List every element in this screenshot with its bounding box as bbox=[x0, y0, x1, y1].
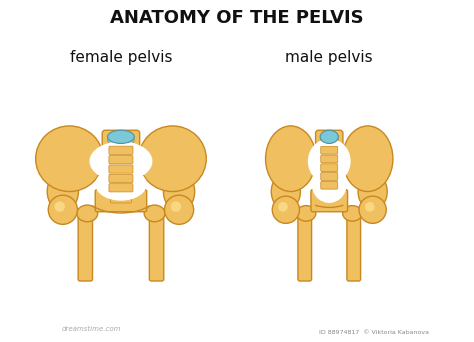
Text: ANATOMY OF THE PELVIS: ANATOMY OF THE PELVIS bbox=[110, 9, 364, 27]
Ellipse shape bbox=[265, 126, 316, 192]
Ellipse shape bbox=[144, 205, 165, 222]
Ellipse shape bbox=[271, 173, 301, 210]
FancyBboxPatch shape bbox=[109, 174, 133, 183]
FancyBboxPatch shape bbox=[298, 213, 311, 281]
FancyBboxPatch shape bbox=[109, 146, 133, 154]
Ellipse shape bbox=[358, 173, 387, 210]
Circle shape bbox=[164, 195, 194, 224]
Ellipse shape bbox=[343, 206, 362, 221]
Ellipse shape bbox=[308, 139, 351, 184]
Ellipse shape bbox=[36, 126, 103, 192]
Text: dreamstime.com: dreamstime.com bbox=[62, 326, 121, 332]
Ellipse shape bbox=[320, 130, 338, 144]
Ellipse shape bbox=[296, 206, 316, 221]
Text: male pelvis: male pelvis bbox=[285, 50, 373, 65]
FancyBboxPatch shape bbox=[95, 189, 146, 212]
Ellipse shape bbox=[312, 166, 347, 203]
FancyBboxPatch shape bbox=[78, 213, 92, 281]
Ellipse shape bbox=[95, 168, 147, 201]
FancyBboxPatch shape bbox=[321, 173, 337, 180]
FancyBboxPatch shape bbox=[321, 146, 337, 154]
FancyBboxPatch shape bbox=[110, 196, 131, 203]
FancyBboxPatch shape bbox=[347, 213, 361, 281]
FancyBboxPatch shape bbox=[109, 165, 133, 173]
FancyBboxPatch shape bbox=[322, 174, 337, 181]
Circle shape bbox=[359, 196, 386, 223]
Circle shape bbox=[48, 195, 77, 224]
Text: female pelvis: female pelvis bbox=[70, 50, 172, 65]
Ellipse shape bbox=[139, 126, 206, 192]
Ellipse shape bbox=[90, 141, 153, 181]
Ellipse shape bbox=[77, 205, 98, 222]
FancyBboxPatch shape bbox=[109, 184, 133, 192]
Circle shape bbox=[171, 201, 181, 212]
FancyBboxPatch shape bbox=[321, 155, 337, 163]
Ellipse shape bbox=[320, 134, 338, 146]
FancyBboxPatch shape bbox=[322, 181, 337, 188]
FancyBboxPatch shape bbox=[110, 188, 131, 196]
Circle shape bbox=[278, 202, 288, 212]
Text: ID 88974817  © Viktoria Kabanova: ID 88974817 © Viktoria Kabanova bbox=[319, 330, 429, 335]
FancyBboxPatch shape bbox=[109, 156, 133, 164]
Ellipse shape bbox=[108, 130, 134, 144]
Circle shape bbox=[365, 202, 374, 212]
Ellipse shape bbox=[343, 126, 393, 192]
FancyBboxPatch shape bbox=[102, 130, 140, 176]
FancyBboxPatch shape bbox=[322, 188, 337, 195]
FancyBboxPatch shape bbox=[316, 130, 343, 176]
Ellipse shape bbox=[164, 172, 195, 211]
FancyBboxPatch shape bbox=[110, 174, 131, 181]
FancyBboxPatch shape bbox=[322, 195, 337, 201]
FancyBboxPatch shape bbox=[321, 181, 337, 189]
FancyBboxPatch shape bbox=[321, 164, 337, 172]
Ellipse shape bbox=[108, 134, 134, 146]
Circle shape bbox=[272, 196, 300, 223]
FancyBboxPatch shape bbox=[311, 189, 347, 212]
Ellipse shape bbox=[47, 172, 79, 211]
Circle shape bbox=[55, 201, 65, 212]
FancyBboxPatch shape bbox=[149, 213, 164, 281]
FancyBboxPatch shape bbox=[110, 181, 131, 188]
